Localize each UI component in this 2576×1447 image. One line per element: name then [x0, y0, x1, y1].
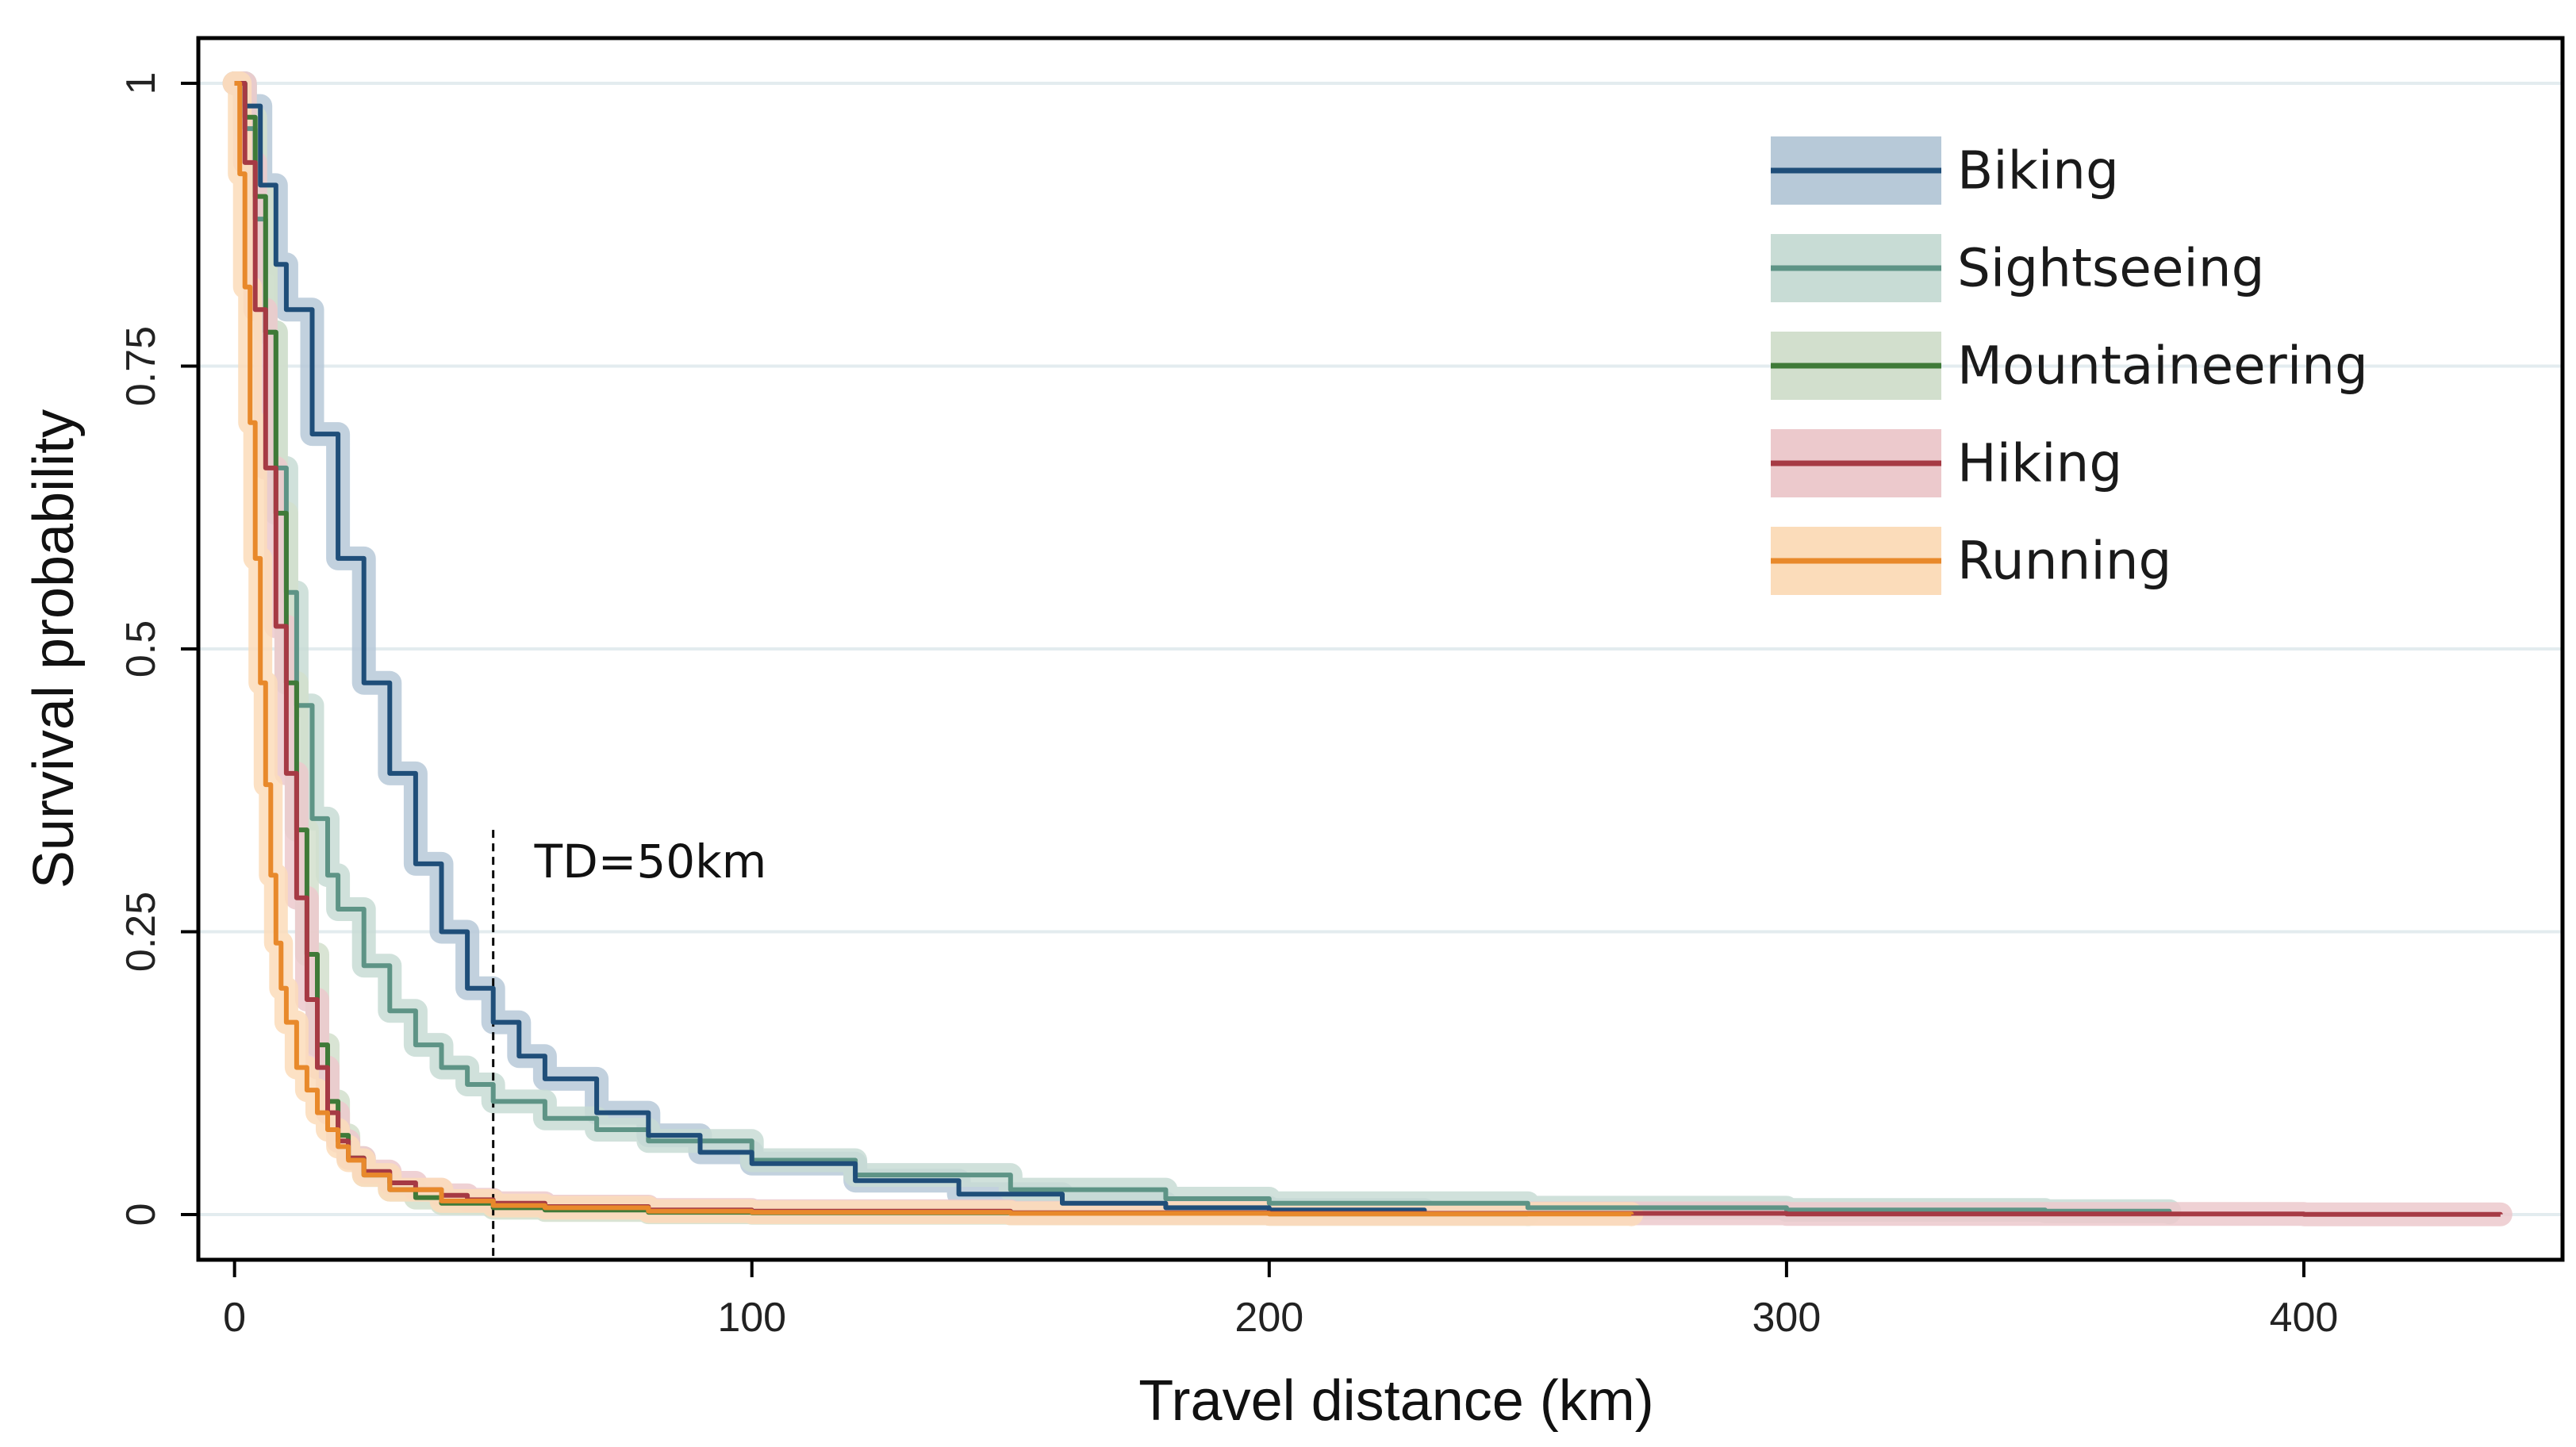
y-tick-label: 0.5	[118, 620, 164, 677]
y-tick-label: 0.25	[118, 892, 164, 972]
legend-label: Hiking	[1957, 433, 2122, 494]
x-tick-label: 400	[2270, 1295, 2339, 1341]
legend-item-sightseeing: Sightseeing	[1771, 234, 2265, 302]
legend-item-biking: Biking	[1771, 136, 2119, 205]
legend-item-mountaineering: Mountaineering	[1771, 332, 2368, 400]
x-tick-label: 300	[1752, 1295, 1821, 1341]
line-biking	[234, 81, 1427, 1213]
legend-label: Running	[1957, 531, 2171, 592]
line-running	[234, 81, 1634, 1217]
x-axis-title: Travel distance (km)	[1138, 1369, 1653, 1433]
survival-curves	[234, 81, 2503, 1217]
legend-label: Biking	[1957, 140, 2119, 202]
y-axis-ticks: 0 0.25 0.5 0.75 1	[118, 72, 198, 1226]
x-tick-label: 0	[223, 1295, 246, 1341]
legend-item-hiking: Hiking	[1771, 429, 2122, 497]
x-tick-label: 200	[1234, 1295, 1303, 1341]
line-sightseeing	[234, 81, 2172, 1214]
x-axis-ticks: 0 100 200 300 400	[223, 1260, 2338, 1341]
x-tick-label: 100	[717, 1295, 786, 1341]
y-axis-title: Survival probability	[22, 409, 86, 889]
y-tick-label: 0.75	[118, 326, 164, 406]
legend-label: Mountaineering	[1957, 336, 2368, 397]
y-tick-label: 0	[118, 1203, 164, 1226]
annotation: TD=50km	[492, 830, 767, 1258]
td-50km-label: TD=50km	[534, 835, 767, 889]
legend: Biking Sightseeing Mountaineering Hiking Run…	[1771, 136, 2368, 595]
legend-item-running: Running	[1771, 527, 2171, 595]
legend-label: Sightseeing	[1957, 238, 2265, 299]
y-tick-label: 1	[118, 72, 164, 95]
